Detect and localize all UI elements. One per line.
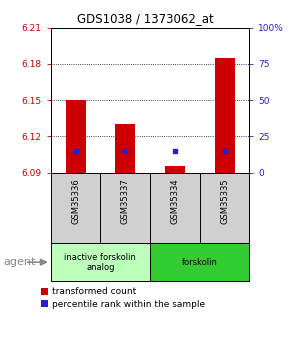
Text: GSM35336: GSM35336 xyxy=(71,178,80,224)
Bar xyxy=(51,243,150,281)
Text: GDS1038 / 1373062_at: GDS1038 / 1373062_at xyxy=(77,12,213,25)
Bar xyxy=(215,58,235,172)
Bar xyxy=(100,172,150,243)
Bar xyxy=(165,167,185,172)
Legend: transformed count, percentile rank within the sample: transformed count, percentile rank withi… xyxy=(41,287,205,309)
Text: GSM35334: GSM35334 xyxy=(171,178,180,224)
Text: GSM35337: GSM35337 xyxy=(121,178,130,224)
Bar xyxy=(150,243,249,281)
Bar xyxy=(66,100,86,172)
Text: GSM35335: GSM35335 xyxy=(220,178,229,224)
Text: agent: agent xyxy=(3,257,35,267)
Bar xyxy=(150,172,200,243)
Bar xyxy=(51,172,100,243)
Bar xyxy=(115,124,135,172)
Bar xyxy=(200,172,249,243)
Text: forskolin: forskolin xyxy=(182,258,218,267)
Text: inactive forskolin
analog: inactive forskolin analog xyxy=(64,253,136,272)
